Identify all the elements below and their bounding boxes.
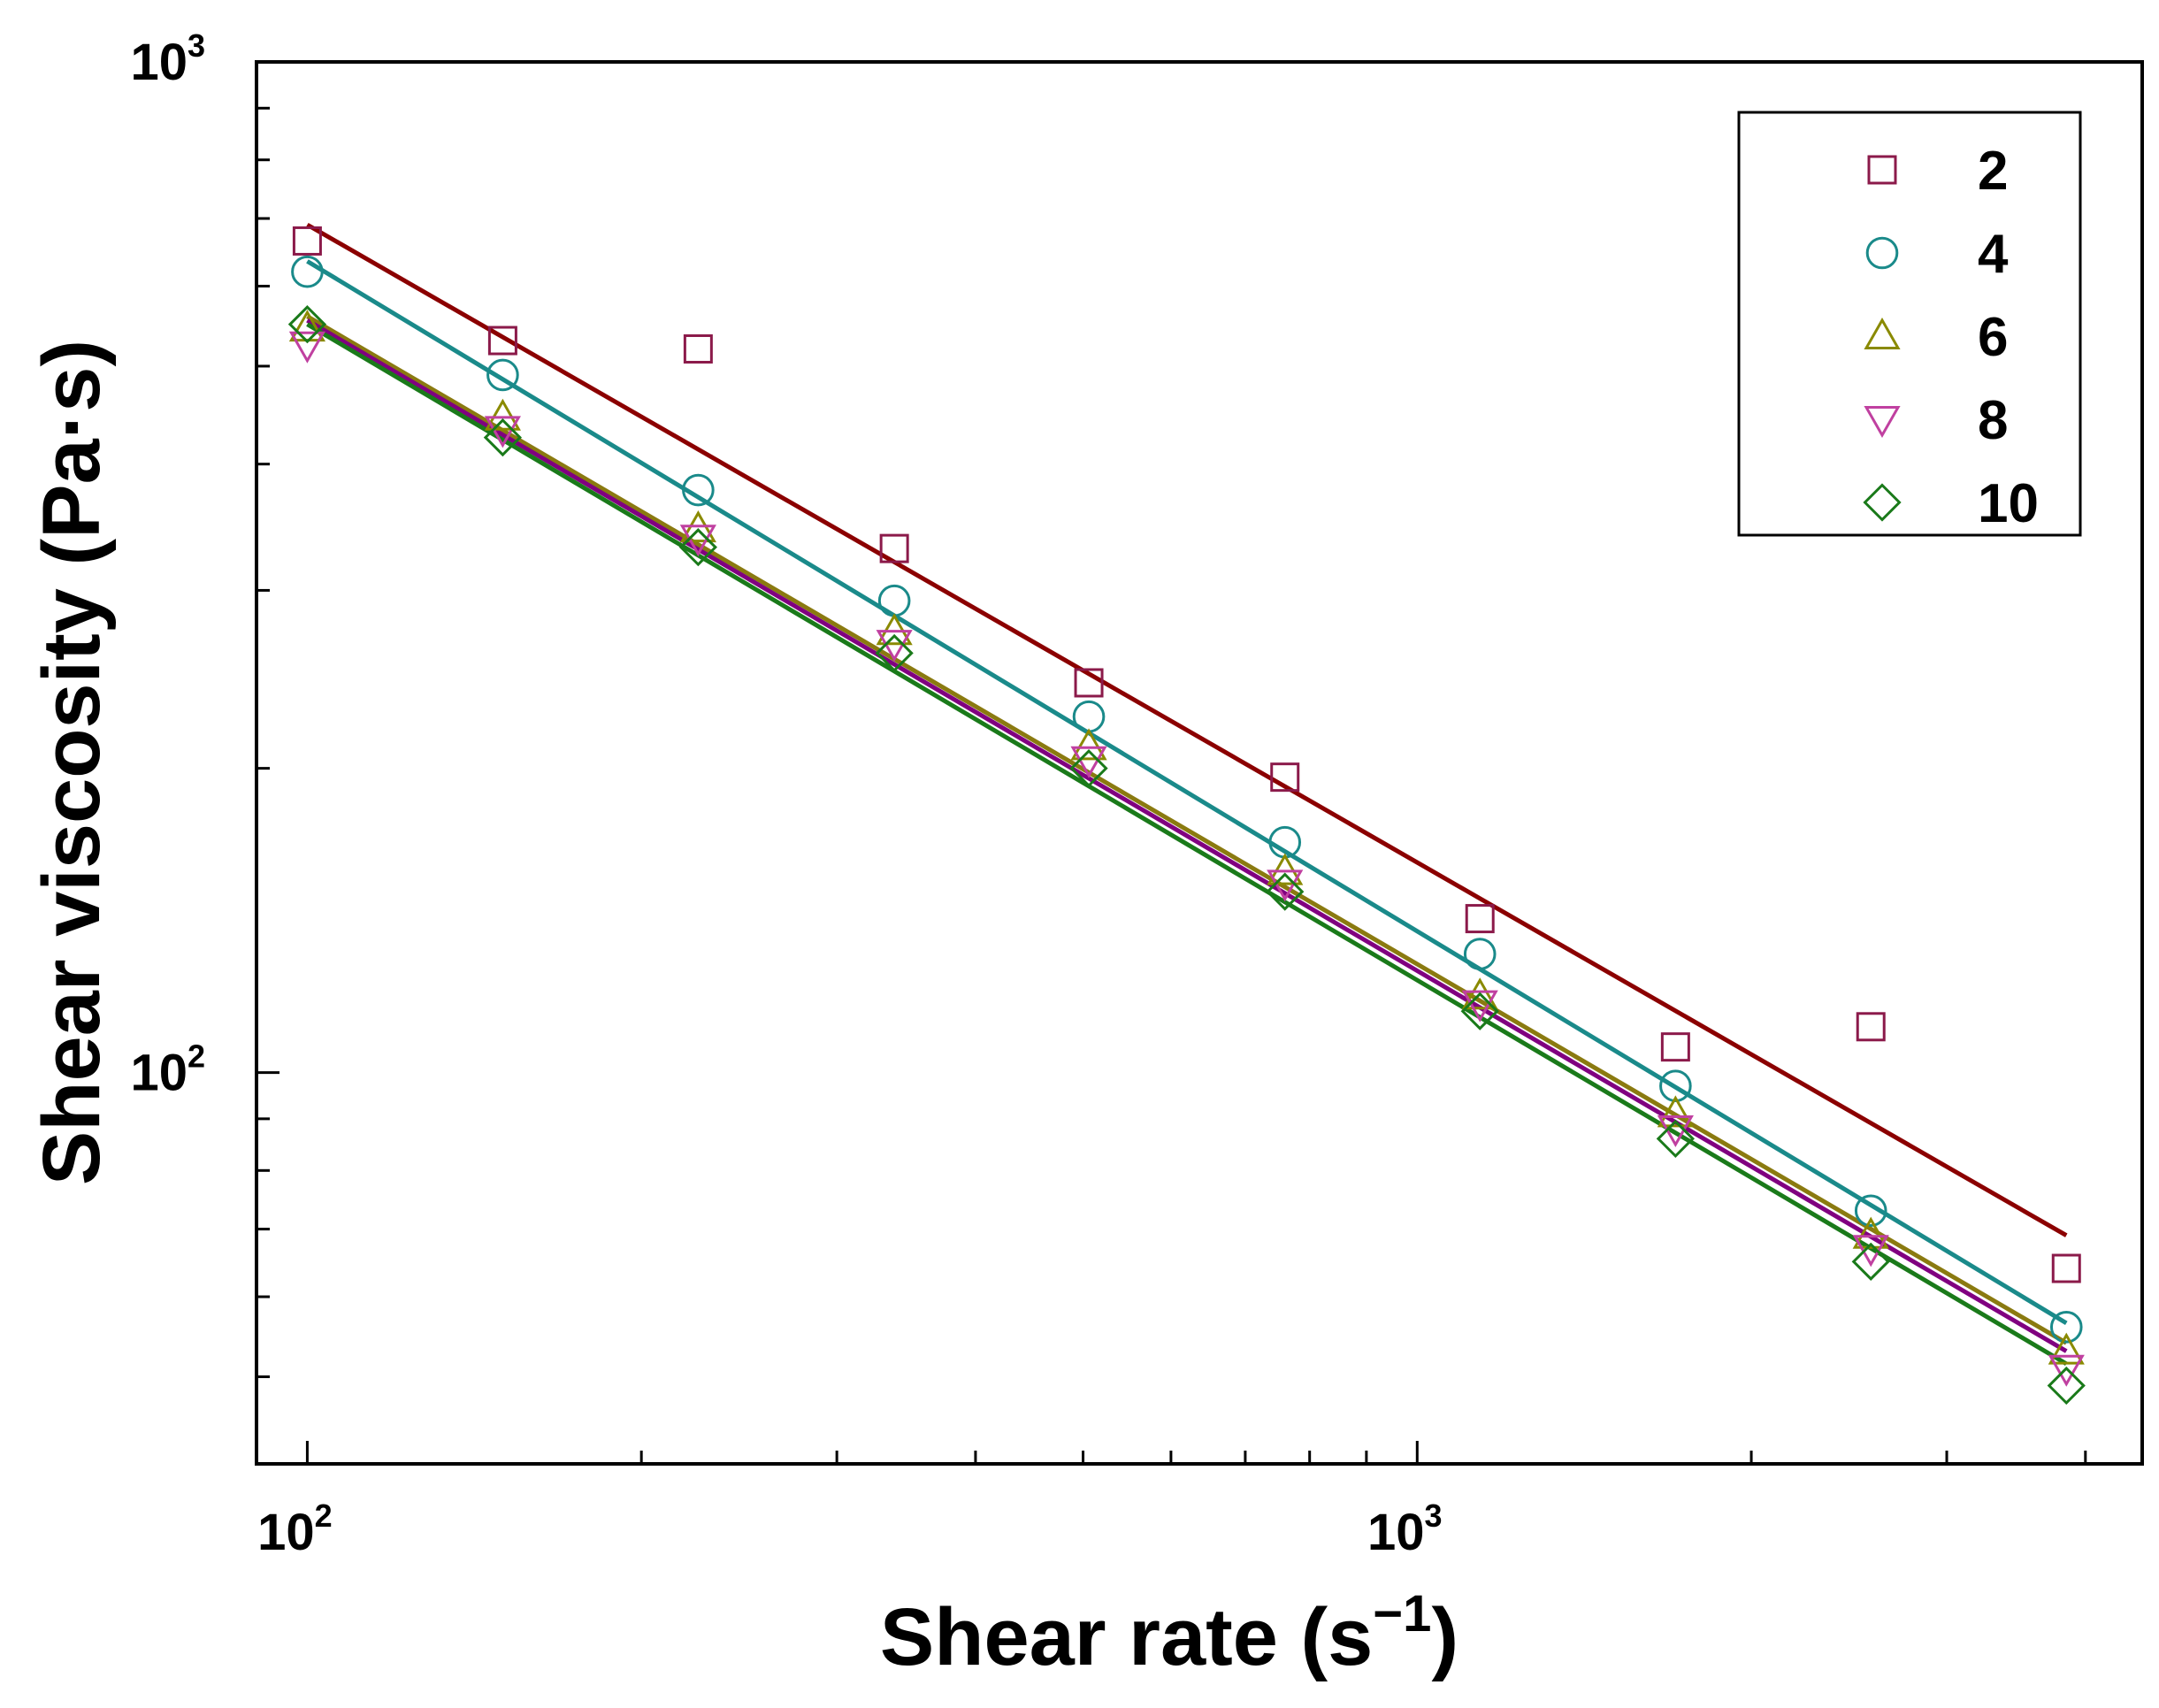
- x-axis-title: Shear rate (s−1): [880, 1585, 1458, 1682]
- x-tick-label: 103: [1367, 1497, 1443, 1561]
- data-point-series-6: [1852, 1216, 1889, 1249]
- data-point-series-10: [1069, 749, 1108, 788]
- data-point-series-10: [1460, 992, 1499, 1030]
- legend-items: 2 4 6 8 10: [1863, 141, 2039, 534]
- data-point-series-2: [879, 533, 909, 563]
- legend-label-6: 6: [1978, 307, 2008, 368]
- data-point-series-2: [1270, 762, 1300, 793]
- data-point-series-4: [1659, 1069, 1692, 1102]
- data-point-series-6: [1657, 1095, 1694, 1128]
- fit-line-series-2: [306, 222, 2068, 1237]
- data-point-series-8: [1852, 1235, 1889, 1268]
- data-point-series-2: [683, 333, 713, 364]
- data-point-series-4: [1463, 938, 1497, 970]
- data-point-series-10: [678, 528, 717, 567]
- data-point-series-4: [486, 358, 519, 392]
- data-point-series-4: [2049, 1310, 2083, 1344]
- data-point-series-6: [876, 613, 913, 646]
- data-point-series-10: [875, 633, 914, 673]
- data-point-series-4: [877, 584, 911, 617]
- data-point-series-6: [484, 398, 521, 431]
- legend-marker-10: [1863, 483, 1902, 522]
- legend-label-10: 10: [1978, 473, 2039, 534]
- data-point-series-2: [292, 226, 322, 256]
- data-point-series-8: [2048, 1354, 2085, 1387]
- data-point-series-2: [2051, 1253, 2081, 1283]
- data-point-series-2: [1660, 1032, 1690, 1062]
- legend-label-4: 4: [1978, 224, 2009, 285]
- legend-marker-8: [1864, 406, 1901, 439]
- data-point-series-8: [288, 331, 326, 364]
- y-tick-label: 103: [130, 27, 205, 91]
- legend-marker-2: [1867, 155, 1897, 185]
- data-point-series-10: [483, 417, 523, 457]
- x-tick-label: 102: [257, 1497, 333, 1561]
- data-point-series-2: [1074, 668, 1104, 698]
- fit-line-series-6: [306, 314, 2068, 1345]
- data-point-series-8: [1070, 746, 1107, 778]
- data-points: [287, 226, 2086, 1405]
- data-point-series-10: [1851, 1242, 1890, 1281]
- data-point-series-8: [484, 416, 521, 448]
- data-point-series-4: [291, 255, 324, 288]
- legend: 2 4 6 8 10: [1737, 111, 2082, 537]
- data-point-series-4: [1854, 1194, 1887, 1228]
- data-point-series-6: [1461, 977, 1498, 1010]
- data-point-series-8: [1267, 869, 1304, 902]
- y-axis-title: Shear viscosity (Pa·s): [27, 340, 117, 1185]
- data-point-series-8: [679, 525, 716, 557]
- data-point-series-2: [487, 326, 517, 356]
- legend-box: [1737, 111, 2082, 537]
- data-point-series-10: [287, 305, 327, 344]
- data-point-series-4: [682, 473, 715, 507]
- legend-label-2: 2: [1978, 141, 2008, 202]
- data-point-series-2: [1465, 904, 1495, 934]
- data-point-series-10: [1266, 872, 1305, 911]
- legend-label-8: 8: [1978, 390, 2008, 451]
- data-point-series-4: [1072, 700, 1106, 733]
- x-axis-title-exponent: −1: [1373, 1585, 1431, 1643]
- plot-frame: [255, 60, 2144, 1466]
- fit-line-series-4: [306, 259, 2068, 1326]
- legend-marker-6: [1864, 317, 1901, 349]
- data-point-series-6: [2048, 1332, 2085, 1365]
- data-point-series-6: [1070, 728, 1107, 761]
- data-point-series-2: [1856, 1012, 1886, 1042]
- x-axis-title-close: ): [1431, 1592, 1458, 1682]
- data-point-series-10: [2047, 1366, 2086, 1405]
- fit-line-series-10: [306, 322, 2068, 1367]
- data-point-series-10: [1656, 1119, 1695, 1159]
- fit-lines: [306, 222, 2068, 1367]
- data-point-series-8: [1461, 990, 1498, 1023]
- y-tick-label: 102: [130, 1038, 205, 1102]
- legend-marker-4: [1865, 236, 1899, 270]
- fit-line-series-8: [306, 318, 2068, 1353]
